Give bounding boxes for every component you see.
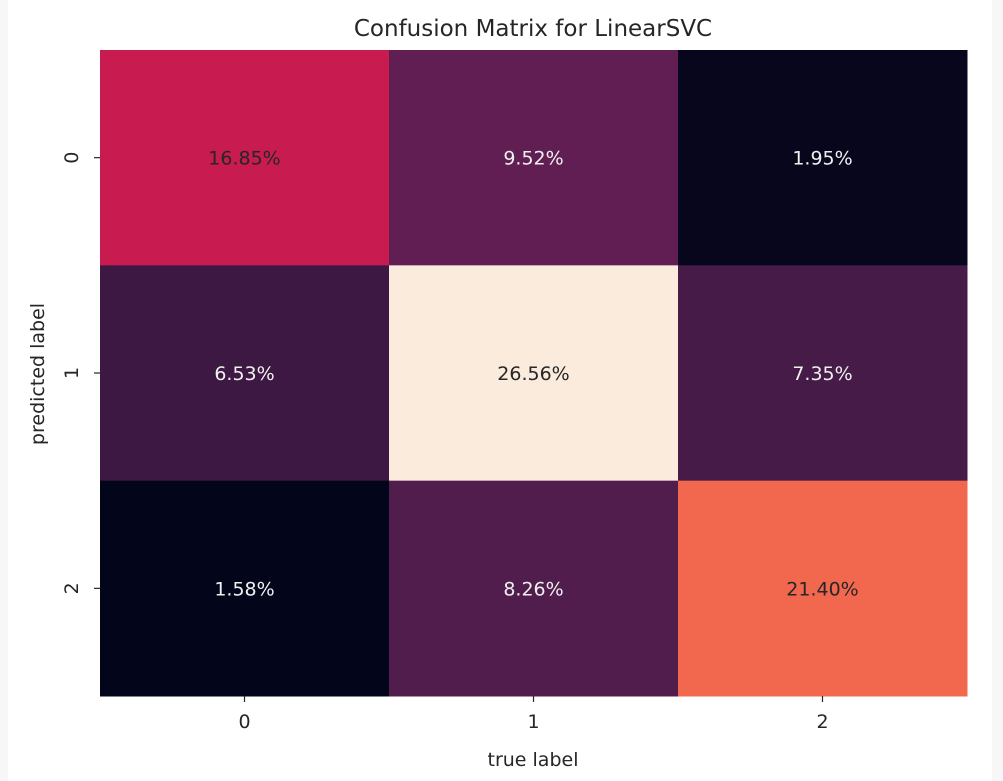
- heatmap-cell-1-2: [678, 265, 968, 482]
- y-axis-label: predicted label: [27, 303, 49, 445]
- cell-value-label-0-1: 9.52%: [503, 148, 563, 170]
- chart-title: Confusion Matrix for LinearSVC: [354, 16, 712, 42]
- x-axis-label: true label: [488, 749, 579, 771]
- y-tick-label-0: 0: [61, 152, 83, 164]
- cell-value-label-2-1: 8.26%: [503, 578, 563, 600]
- confusion-matrix-chart: Confusion Matrix for LinearSVC 16.85% 9.5…: [27, 16, 968, 771]
- heatmap-cell-2-1: [389, 480, 679, 697]
- heatmap-cell-0-2: [678, 50, 968, 266]
- y-tick-label-1: 1: [61, 367, 83, 379]
- x-tick-label-2: 2: [816, 711, 828, 733]
- heatmap-cell-2-0: [100, 480, 390, 697]
- heatmap-cell-1-1: [389, 265, 679, 482]
- y-axis-ticks: 0 1 2: [61, 152, 100, 594]
- chart-page: Confusion Matrix for LinearSVC 16.85% 9.5…: [8, 0, 992, 781]
- cell-value-label-0-0: 16.85%: [208, 148, 280, 170]
- cell-value-label-1-2: 7.35%: [792, 363, 852, 385]
- heatmap-cell-0-1: [389, 50, 679, 266]
- heatmap-cells: 16.85% 9.52% 1.95% 6.53% 26.56% 7.35% 1.58% 8.2…: [100, 50, 968, 697]
- cell-value-label-0-2: 1.95%: [792, 148, 852, 170]
- cell-value-label-1-0: 6.53%: [214, 363, 274, 385]
- heatmap-cell-2-2: [678, 480, 968, 697]
- heatmap-cell-1-0: [100, 265, 390, 482]
- x-axis-ticks: 0 1 2: [238, 696, 829, 733]
- cell-value-label-2-2: 21.40%: [786, 578, 858, 600]
- cell-value-label-2-0: 1.58%: [214, 578, 274, 600]
- x-tick-label-1: 1: [527, 711, 539, 733]
- y-tick-label-2: 2: [61, 582, 83, 594]
- x-tick-label-0: 0: [238, 711, 250, 733]
- heatmap-cell-0-0: [100, 50, 390, 266]
- cell-value-label-1-1: 26.56%: [497, 363, 569, 385]
